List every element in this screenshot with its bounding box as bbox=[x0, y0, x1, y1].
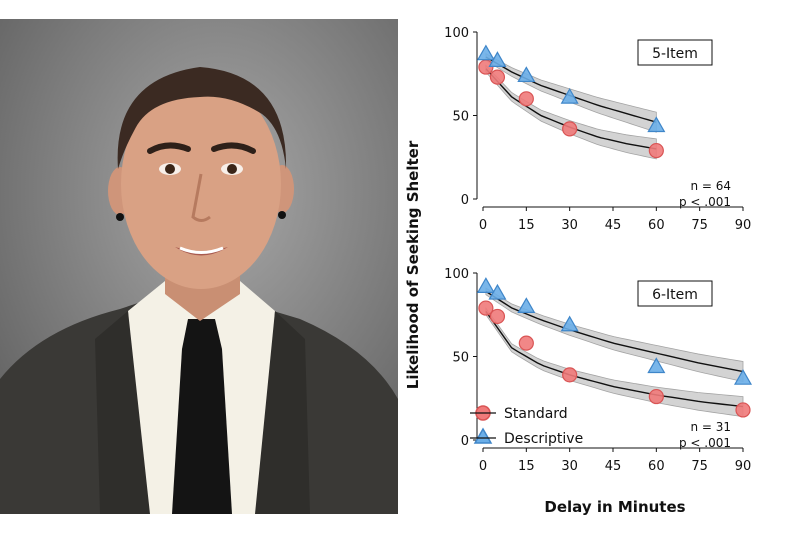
x-tick-label: 0 bbox=[479, 459, 487, 474]
face bbox=[121, 79, 281, 289]
n-annotation: n = 31 bbox=[690, 420, 731, 434]
left-eyebrow bbox=[147, 142, 191, 154]
point-descriptive bbox=[517, 66, 536, 83]
y-axis-label: Likelihood of Seeking Shelter bbox=[404, 140, 422, 389]
point-standard bbox=[648, 388, 664, 405]
x-axis-label: Delay in Minutes bbox=[544, 498, 685, 516]
point-descriptive bbox=[733, 369, 753, 385]
x-tick-label: 45 bbox=[605, 218, 622, 233]
point-standard bbox=[478, 59, 494, 75]
p-annotation: p < .001 bbox=[679, 436, 731, 450]
right-earring bbox=[278, 211, 286, 219]
hair bbox=[117, 67, 287, 169]
left-lapel bbox=[95, 311, 150, 514]
point-descriptive bbox=[560, 315, 579, 332]
point-standard bbox=[562, 367, 578, 383]
y-tick-label: 0 bbox=[461, 193, 469, 208]
x-tick-label: 60 bbox=[648, 218, 665, 233]
point-standard bbox=[489, 308, 506, 325]
point-standard bbox=[489, 69, 506, 85]
point-descriptive bbox=[560, 87, 579, 104]
right-pupil bbox=[227, 164, 237, 174]
point-descriptive bbox=[476, 277, 495, 293]
panel-title: 5-Item bbox=[652, 46, 698, 62]
p-annotation: p < .001 bbox=[679, 195, 731, 209]
shelter-likelihood-figure: Likelihood of Seeking Shelter Delay in M… bbox=[404, 26, 753, 516]
point-descriptive bbox=[488, 283, 507, 300]
nose bbox=[191, 173, 211, 222]
y-tick-label: 100 bbox=[444, 267, 469, 282]
fit-curve-standard bbox=[485, 311, 744, 408]
point-descriptive bbox=[647, 116, 666, 133]
confidence-band-standard bbox=[485, 64, 657, 160]
left-pupil bbox=[165, 164, 175, 174]
point-descriptive bbox=[647, 357, 666, 374]
y-tick-label: 50 bbox=[452, 110, 469, 125]
x-tick-label: 15 bbox=[518, 459, 535, 474]
point-standard bbox=[648, 142, 664, 159]
x-tick-label: 15 bbox=[518, 218, 535, 233]
panel-title-box bbox=[637, 39, 713, 66]
x-tick-label: 45 bbox=[605, 459, 622, 474]
legend-standard-label: Standard bbox=[504, 406, 568, 422]
x-tick-label: 75 bbox=[691, 459, 708, 474]
point-descriptive bbox=[476, 44, 495, 61]
x-tick-label: 0 bbox=[479, 218, 487, 233]
right-lapel bbox=[255, 311, 310, 514]
point-descriptive bbox=[488, 51, 507, 67]
point-standard bbox=[518, 335, 534, 351]
x-tick-label: 90 bbox=[735, 459, 752, 474]
x-tick-label: 75 bbox=[691, 218, 708, 233]
teeth bbox=[179, 246, 224, 254]
portrait-photo bbox=[0, 19, 398, 514]
point-standard bbox=[478, 300, 494, 316]
point-standard bbox=[518, 91, 534, 107]
panel-title: 6-Item bbox=[652, 287, 698, 303]
y-tick-label: 50 bbox=[452, 351, 469, 366]
y-tick-label: 100 bbox=[444, 26, 469, 41]
y-tick-label: 0 bbox=[461, 434, 469, 449]
point-standard bbox=[562, 121, 578, 137]
point-standard bbox=[735, 402, 751, 418]
x-tick-label: 30 bbox=[561, 459, 578, 474]
fit-curve-descriptive bbox=[485, 290, 744, 373]
legend-descriptive-label: Descriptive bbox=[504, 431, 583, 447]
x-tick-label: 90 bbox=[735, 218, 752, 233]
right-eyebrow bbox=[211, 142, 256, 154]
x-tick-label: 30 bbox=[561, 218, 578, 233]
panel-5-item: 0 50 100 0 15 30 45 60 75 90 5-Item n = 64 p < .001 bbox=[444, 26, 751, 233]
legend-descriptive-marker bbox=[473, 427, 493, 444]
x-tick-label: 60 bbox=[648, 459, 665, 474]
left-earring bbox=[116, 213, 124, 221]
panel-title-box bbox=[637, 280, 713, 307]
tie bbox=[172, 319, 232, 514]
panel-6-item: 0 50 100 0 15 30 45 60 75 90 6-Item n = 31 p < .001 bbox=[444, 267, 753, 474]
point-descriptive bbox=[517, 297, 536, 313]
n-annotation: n = 64 bbox=[690, 179, 731, 193]
legend: Standard Descriptive bbox=[470, 405, 583, 447]
